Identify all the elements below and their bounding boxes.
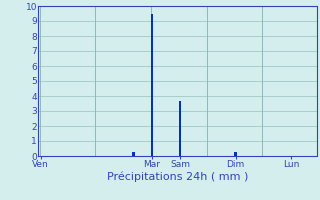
X-axis label: Précipitations 24h ( mm ): Précipitations 24h ( mm ) bbox=[107, 172, 248, 182]
Bar bbox=[132, 152, 135, 156]
Bar bbox=[235, 152, 237, 156]
Bar bbox=[179, 100, 181, 156]
Bar bbox=[151, 14, 153, 156]
